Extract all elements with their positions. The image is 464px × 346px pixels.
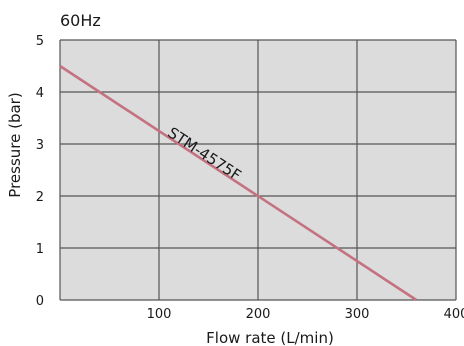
y-tick-label: 1: [36, 242, 44, 257]
y-tick-label: 3: [36, 138, 44, 153]
x-axis-title: Flow rate (L/min): [206, 329, 334, 346]
x-tick-label: 200: [246, 307, 271, 322]
x-tick-labels: 100 200 300 400: [147, 307, 464, 322]
y-tick-label: 0: [36, 294, 44, 309]
chart-title: 60Hz: [60, 11, 101, 30]
y-tick-label: 5: [36, 34, 44, 49]
y-axis-title: Pressure (bar): [6, 92, 24, 197]
y-tick-labels: 0 1 2 3 4 5: [36, 34, 44, 309]
x-tick-label: 100: [147, 307, 172, 322]
y-tick-label: 2: [36, 190, 44, 205]
x-tick-label: 300: [345, 307, 370, 322]
series-line: [59, 64, 418, 302]
x-tick-label: 400: [444, 307, 464, 322]
y-tick-label: 4: [36, 86, 44, 101]
